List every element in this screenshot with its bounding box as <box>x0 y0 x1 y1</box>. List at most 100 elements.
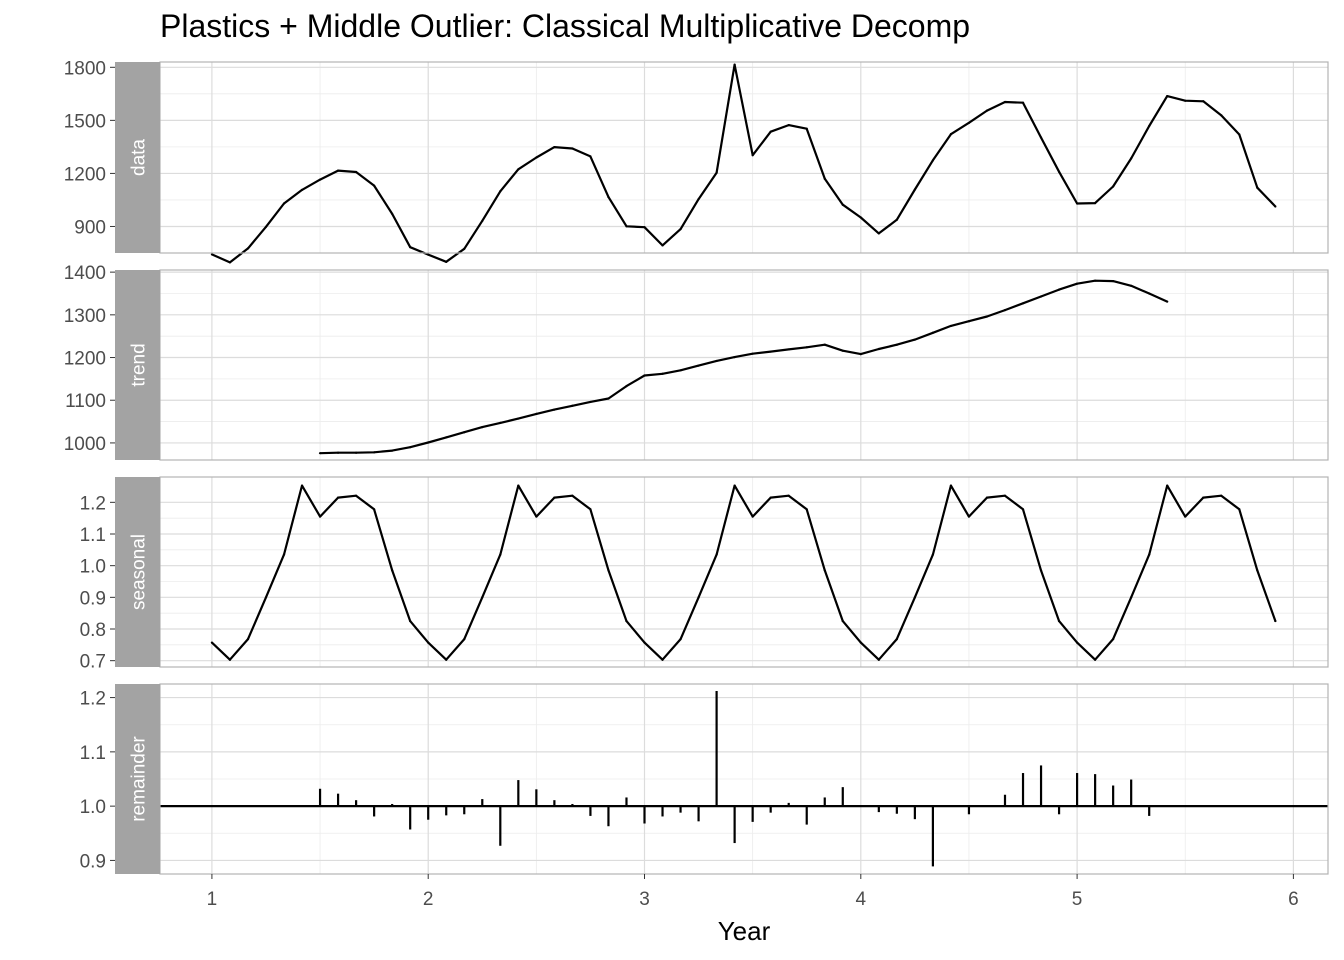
seasonal-point <box>1274 619 1277 623</box>
seasonal-point <box>445 658 448 661</box>
trend-point <box>1130 284 1133 287</box>
seasonal-point <box>571 494 574 497</box>
seasonal-point <box>769 496 772 499</box>
data-point <box>373 184 376 187</box>
trend-point <box>481 426 484 429</box>
trend-point <box>841 349 844 352</box>
trend-point <box>1112 280 1115 283</box>
data-series-line <box>211 63 1277 264</box>
data-point <box>841 203 844 206</box>
data-point <box>1274 205 1277 208</box>
data-point <box>715 171 718 174</box>
seasonal-point <box>697 596 700 599</box>
seasonal-point <box>661 658 664 661</box>
data-point <box>1057 170 1061 173</box>
data-point <box>336 169 340 172</box>
trend-point <box>859 353 862 356</box>
trend-point <box>535 412 538 415</box>
data-point <box>463 247 466 250</box>
data-point <box>607 196 610 199</box>
seasonal-point <box>1021 508 1025 511</box>
data-point <box>967 121 971 124</box>
data-point <box>643 226 646 229</box>
seasonal-point <box>409 619 412 623</box>
trend-point <box>787 348 790 351</box>
seasonal-point <box>679 638 682 641</box>
seasonal-point <box>1039 569 1043 572</box>
y-tick-label: 1200 <box>64 349 106 370</box>
y-tick-label: 1400 <box>64 263 106 284</box>
data-point <box>409 246 412 249</box>
data-point <box>985 109 989 112</box>
seasonal-point <box>787 494 790 497</box>
data-point <box>733 63 736 66</box>
panel-trend: 1000 1100 1200 1300 1400 trend <box>64 263 1329 461</box>
y-tick-label: 1.1 <box>80 743 106 764</box>
trend-point <box>769 350 772 353</box>
seasonal-point <box>481 596 484 599</box>
strip-background <box>115 477 160 667</box>
data-point <box>1202 100 1205 103</box>
seasonal-point <box>715 553 718 556</box>
trend-point <box>931 331 934 334</box>
trend-point <box>571 404 574 407</box>
trend-point <box>1148 292 1151 295</box>
trend-point <box>589 400 592 404</box>
data-point <box>445 260 448 263</box>
y-tick-label: 1100 <box>65 391 106 412</box>
strip-label-seasonal: seasonal <box>129 534 150 610</box>
trend-point <box>751 352 754 355</box>
seasonal-point <box>823 569 826 572</box>
seasonal-point <box>931 553 934 556</box>
x-tick-label: 1 <box>207 889 218 910</box>
seasonal-point <box>228 658 232 661</box>
trend-point <box>661 372 664 375</box>
trend-point <box>355 451 358 454</box>
data-point <box>589 155 592 158</box>
data-point <box>499 190 502 193</box>
trend-point <box>409 446 412 449</box>
trend-point <box>1057 288 1061 291</box>
seasonal-point <box>553 496 556 499</box>
data-point <box>625 225 628 228</box>
seasonal-point <box>949 484 953 487</box>
data-point <box>355 170 358 174</box>
seasonal-point <box>1003 494 1007 497</box>
data-point <box>823 177 826 180</box>
y-tick-label: 1.0 <box>80 797 106 818</box>
x-tick-label: 2 <box>423 889 434 910</box>
seasonal-point <box>877 658 880 661</box>
seasonal-point <box>643 641 646 644</box>
data-point <box>661 244 664 247</box>
panel-background <box>160 62 1328 253</box>
y-tick-label: 0.7 <box>80 652 106 673</box>
strip-background <box>115 270 160 460</box>
trend-point <box>715 359 718 363</box>
data-point <box>877 232 880 235</box>
strip-background <box>115 62 160 253</box>
y-tick-label: 1000 <box>64 434 106 455</box>
trend-point <box>553 408 556 411</box>
trend-point <box>895 343 898 346</box>
trend-point <box>373 451 376 454</box>
trend-point <box>967 320 971 323</box>
trend-point <box>391 449 394 452</box>
y-tick-label: 0.9 <box>80 851 106 872</box>
x-tick-label: 5 <box>1072 889 1083 910</box>
seasonal-point <box>1094 658 1097 661</box>
trend-point <box>985 315 989 318</box>
trend-point <box>697 364 700 367</box>
x-tick-label: 4 <box>856 889 867 910</box>
data-point <box>751 154 754 157</box>
seasonal-point <box>1166 484 1169 487</box>
seasonal-point <box>859 641 862 644</box>
seasonal-point <box>1184 515 1187 518</box>
seasonal-point <box>463 638 466 641</box>
data-point <box>1075 202 1079 205</box>
seasonal-point <box>427 641 430 644</box>
data-point <box>1039 136 1043 139</box>
y-tick-label: 1.2 <box>80 689 106 710</box>
seasonal-point <box>1220 494 1223 497</box>
trend-point <box>805 346 808 349</box>
panel-remainder: 0.9 1.0 1.1 1.2 remainder <box>80 683 1329 875</box>
